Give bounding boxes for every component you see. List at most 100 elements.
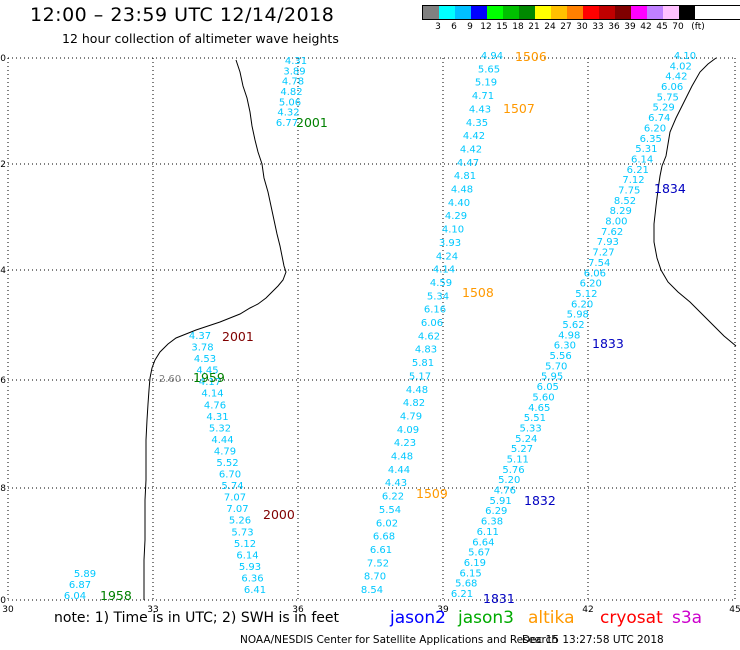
pass-time-labels: 2001 2001 1959 2000 1958 1506 1507 1508 1509 1834… (100, 49, 686, 606)
wave-height-value: 5.60 (532, 392, 554, 403)
legend-swatch (551, 6, 567, 19)
wave-height-value: 4.79 (214, 447, 236, 458)
wave-height-value: 2.60 (159, 374, 181, 385)
wave-height-value: 4.45 (196, 366, 218, 377)
wave-height-value: 5.56 (549, 351, 571, 362)
wave-height-value: 6.77 (276, 118, 298, 129)
wave-height-value: 5.51 (524, 413, 546, 424)
legend-tick: 15 (496, 22, 508, 32)
wave-height-value: 8.52 (614, 196, 636, 207)
wave-height-value: 5.17 (409, 371, 431, 382)
legend-swatch (567, 6, 583, 19)
wave-height-value: 5.67 (468, 548, 490, 559)
legend-tick: 30 (576, 22, 588, 32)
legend-tick: 6 (451, 22, 457, 32)
wave-height-value: 5.31 (635, 144, 657, 155)
altimeter-tracks: 4.313.894.784.825.064.326.774.373.784.53… (64, 51, 696, 602)
legend-swatch (535, 6, 551, 19)
wave-height-value: 4.48 (451, 185, 473, 196)
wave-height-value: 3.93 (439, 238, 461, 249)
wave-height-value: 6.38 (481, 517, 503, 528)
pass-time-label: 1508 (462, 285, 494, 300)
wave-height-value: 6.06 (661, 82, 683, 93)
wave-height-value: 8.54 (361, 585, 383, 596)
wave-height-value: 5.33 (519, 424, 541, 435)
wave-height-value: 4.24 (436, 251, 458, 262)
wave-height-value: 6.14 (631, 155, 653, 166)
wave-height-value: 4.09 (397, 425, 419, 436)
longitude-label: 39 (437, 605, 449, 615)
latitude-label: -30 (0, 596, 6, 606)
legend-tick: 21 (528, 22, 540, 32)
legend-swatch (647, 6, 663, 19)
legend-tick: 42 (640, 22, 652, 32)
wave-height-value: 7.52 (367, 558, 389, 569)
wave-height-value: 5.34 (427, 291, 449, 302)
wave-height-value: 4.82 (280, 87, 302, 98)
wave-height-value: 4.29 (445, 211, 467, 222)
legend-tick: 3 (435, 22, 441, 32)
legend-swatch (679, 6, 695, 19)
pass-time-label: 1958 (100, 588, 132, 603)
pass-time-label: 1832 (524, 493, 556, 508)
pass-time-label: 1834 (654, 181, 686, 196)
wave-height-value: 6.74 (648, 113, 670, 124)
latitude-label: -26 (0, 376, 6, 386)
madagascar-coastline (653, 57, 737, 347)
wave-height-value: 6.15 (459, 568, 481, 579)
pass-time-label: 1506 (515, 49, 547, 64)
legend-swatch (455, 6, 471, 19)
satellite-cryosat: cryosat (600, 608, 663, 628)
satellite-s3a: s3a (672, 608, 703, 628)
wave-height-value: 5.12 (575, 289, 597, 300)
wave-height-value: 6.14 (236, 550, 258, 561)
credit-line: NOAA/NESDIS Center for Satellite Applica… (240, 634, 558, 646)
wave-height-value: 5.20 (498, 475, 520, 486)
wave-height-value: 6.36 (241, 574, 263, 585)
wave-height-value: 4.42 (665, 72, 687, 83)
pass-time-label: 2001 (222, 329, 254, 344)
wave-height-value: 5.24 (515, 434, 537, 445)
longitude-label: 36 (292, 605, 304, 615)
legend-swatch (487, 6, 503, 19)
wave-height-value: 4.59 (430, 278, 452, 289)
wave-height-value: 4.94 (481, 51, 503, 62)
wave-height-value: 7.62 (601, 227, 623, 238)
wave-height-value: 7.07 (224, 493, 246, 504)
wave-height-value: 5.95 (541, 372, 563, 383)
wave-height-value: 4.43 (385, 478, 407, 489)
wave-height-value: 5.76 (502, 465, 524, 476)
wave-height-value: 4.44 (211, 435, 233, 446)
legend-tick: 12 (480, 22, 492, 32)
wave-height-value: 5.27 (511, 444, 533, 455)
legend-swatch (423, 6, 439, 19)
legend-swatch (439, 6, 455, 19)
wave-height-value: 7.75 (618, 186, 640, 197)
wave-height-value: 5.98 (567, 310, 589, 321)
wave-height-value: 4.42 (463, 131, 485, 142)
wave-height-value: 6.06 (421, 318, 443, 329)
legend-tick: 36 (608, 22, 620, 32)
wave-height-value: 5.75 (657, 92, 679, 103)
wave-height-value: 4.76 (494, 486, 516, 497)
wave-height-value: 8.29 (610, 206, 632, 217)
wave-height-value: 6.04 (64, 591, 86, 602)
wave-height-value: 6.06 (584, 268, 606, 279)
wave-height-value: 4.47 (457, 158, 479, 169)
pass-time-label: 2001 (296, 115, 328, 130)
wave-height-value: 6.64 (472, 537, 494, 548)
pass-time-label: 1959 (193, 370, 225, 385)
pass-time-label: 1507 (503, 101, 535, 116)
wave-height-value: 5.11 (507, 455, 529, 466)
wave-height-value: 6.68 (373, 532, 395, 543)
wave-height-value: 4.37 (189, 331, 211, 342)
longitude-label: 42 (582, 605, 593, 615)
wave-height-value: 5.68 (455, 579, 477, 590)
wave-height-value: 4.81 (454, 171, 476, 182)
wave-height-value: 6.21 (451, 589, 473, 600)
wave-height-value: 4.17 (199, 377, 221, 388)
wave-height-value: 6.19 (464, 558, 486, 569)
wave-height-value: 4.35 (466, 118, 488, 129)
legend-tick: 24 (544, 22, 556, 32)
pass-time-label: 1509 (416, 486, 448, 501)
